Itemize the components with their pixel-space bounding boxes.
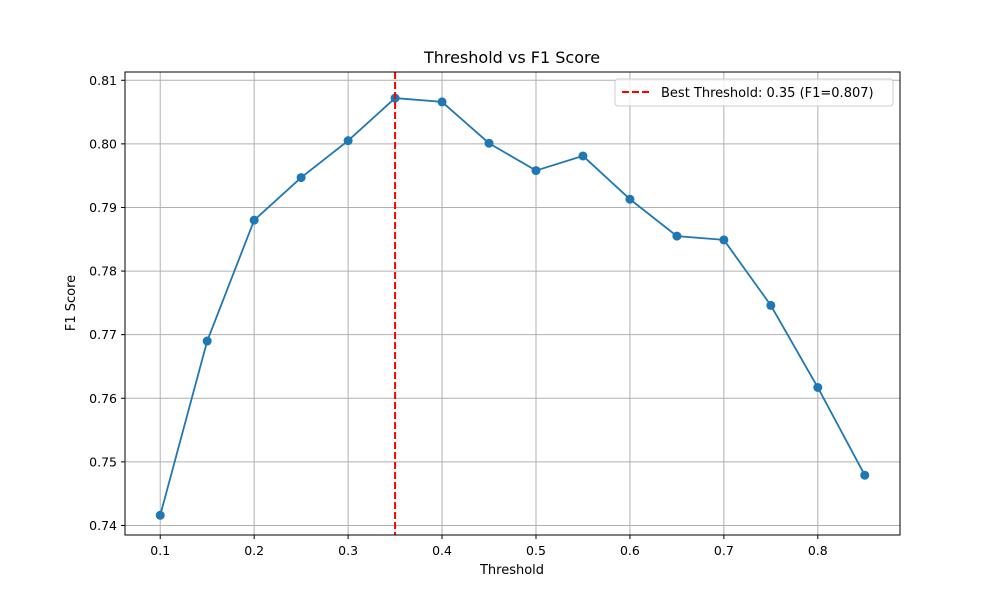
y-axis-label: F1 Score (64, 275, 79, 331)
data-point (578, 151, 588, 161)
data-point (296, 173, 306, 183)
y-tick-label: 0.76 (89, 391, 117, 406)
legend-label: Best Threshold: 0.35 (F1=0.807) (661, 86, 874, 101)
series-line (159, 97, 866, 516)
data-point (813, 382, 823, 392)
chart-title: Threshold vs F1 Score (423, 48, 600, 67)
data-point (672, 231, 682, 241)
x-tick-label: 0.2 (244, 543, 264, 558)
y-tick-label: 0.80 (89, 136, 117, 151)
y-tick-label: 0.79 (89, 200, 117, 215)
data-point (719, 235, 729, 245)
data-point (343, 136, 353, 146)
x-tick-label: 0.5 (526, 543, 546, 558)
data-point (437, 97, 447, 107)
x-tick-label: 0.8 (808, 543, 828, 558)
plot-frame (124, 71, 901, 536)
y-tick-label: 0.81 (89, 73, 117, 88)
data-point (625, 194, 635, 204)
data-point (155, 510, 165, 520)
data-point (202, 336, 212, 346)
x-tick-label: 0.7 (714, 543, 734, 558)
x-tick-label: 0.6 (620, 543, 640, 558)
x-tick-label: 0.3 (338, 543, 358, 558)
grid (125, 72, 900, 535)
x-axis-label: Threshold (479, 563, 544, 578)
x-tick-label: 0.4 (432, 543, 452, 558)
plot-area (155, 72, 870, 535)
y-tick-label: 0.75 (89, 454, 117, 469)
y-tick-label: 0.77 (89, 327, 117, 342)
legend: Best Threshold: 0.35 (F1=0.807) (614, 78, 894, 107)
data-point (860, 470, 870, 480)
x-tick-label: 0.1 (150, 543, 170, 558)
y-tick-label: 0.78 (89, 264, 117, 279)
data-point (766, 300, 776, 310)
legend-box (614, 78, 894, 107)
axis-ticks: 0.1 0.2 0.3 0.4 0.5 0.6 0.7 0.8 0.74 0.75 0.76 0.77… (89, 73, 828, 558)
data-point (249, 215, 259, 225)
y-tick-label: 0.74 (89, 518, 117, 533)
data-point (531, 166, 541, 176)
data-point (484, 138, 494, 148)
